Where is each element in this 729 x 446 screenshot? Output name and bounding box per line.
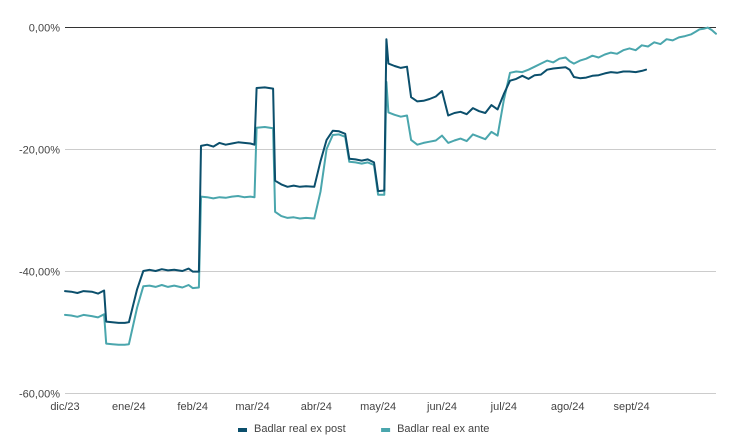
y-tick-label: 0,00% <box>29 23 60 35</box>
legend-swatch <box>381 428 391 432</box>
gridlines <box>65 27 716 394</box>
x-tick-label: dic/23 <box>50 401 79 413</box>
x-axis-tick-labels: dic/23 ene/24 feb/24 mar/24 abr/24 may/24 jun/… <box>50 401 649 413</box>
legend-label: Badlar real ex post <box>254 423 346 435</box>
x-tick-label: may/24 <box>360 401 396 413</box>
x-tick-label: jul/24 <box>490 401 517 413</box>
y-tick-label: -60,00% <box>19 389 60 401</box>
y-tick-label: -20,00% <box>19 145 60 157</box>
x-tick-label: ene/24 <box>112 401 146 413</box>
legend-label: Badlar real ex ante <box>397 423 489 435</box>
x-tick-label: sept/24 <box>613 401 649 413</box>
x-tick-label: ago/24 <box>551 401 585 413</box>
x-tick-label: feb/24 <box>177 401 208 413</box>
x-tick-label: mar/24 <box>235 401 269 413</box>
series-lines <box>64 26 717 346</box>
y-tick-label: -40,00% <box>19 267 60 279</box>
legend: Badlar real ex post Badlar real ex ante <box>238 423 489 435</box>
series-line <box>64 26 717 346</box>
legend-swatch <box>238 428 247 432</box>
x-tick-label: abr/24 <box>301 401 332 413</box>
y-axis-tick-labels: 0,00% -20,00% -40,00% -60,00% <box>19 23 60 401</box>
series-line <box>64 38 647 324</box>
x-tick-label: jun/24 <box>426 401 457 413</box>
